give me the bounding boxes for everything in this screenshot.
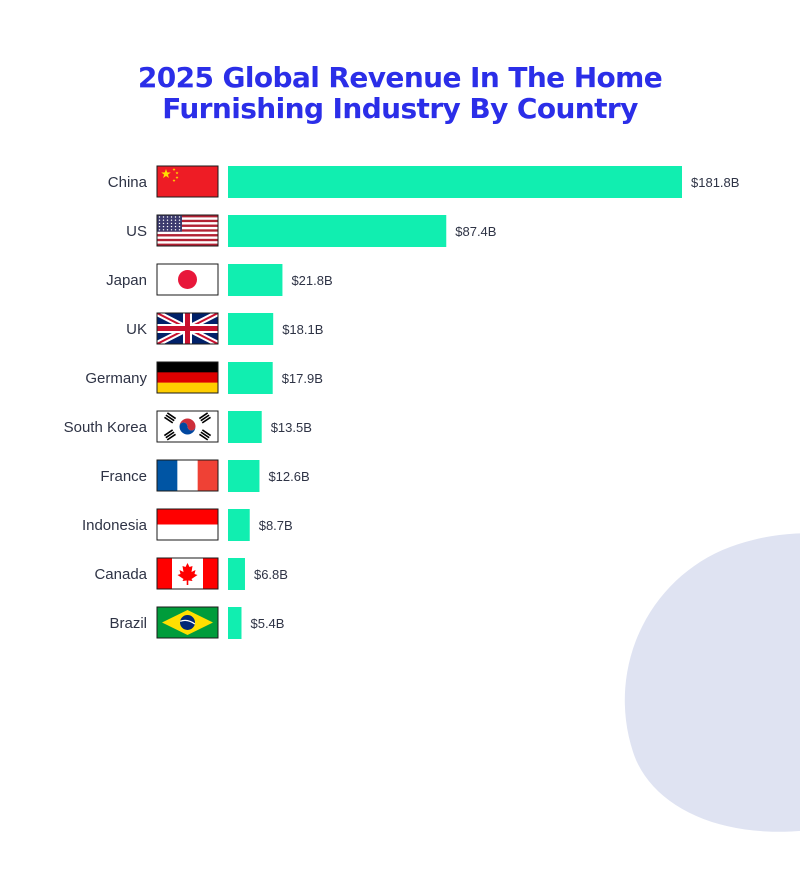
bar-germany <box>228 362 273 394</box>
value-label-canada: $6.8B <box>254 567 288 582</box>
germany-flag-icon <box>156 361 219 394</box>
category-label-south-korea: South Korea <box>64 419 148 436</box>
value-label-brazil: $5.4B <box>250 616 284 631</box>
value-label-japan: $21.8B <box>291 273 332 288</box>
category-label-brazil: Brazil <box>109 615 147 632</box>
bar-japan <box>228 264 283 296</box>
france-flag-icon <box>156 459 219 492</box>
value-label-indonesia: $8.7B <box>259 518 293 533</box>
japan-flag-icon <box>156 263 219 296</box>
chart-title-line-1: 2025 Global Revenue In The Home <box>137 61 663 94</box>
chart-title-line-2: Furnishing Industry By Country <box>162 92 638 125</box>
value-label-uk: $18.1B <box>282 322 323 337</box>
canada-flag-icon <box>156 557 219 590</box>
category-label-germany: Germany <box>85 370 147 387</box>
bar-canada <box>228 558 245 590</box>
bar-south-korea <box>228 411 262 443</box>
bar-brazil <box>228 607 242 639</box>
value-label-germany: $17.9B <box>282 371 323 386</box>
value-label-france: $12.6B <box>268 469 309 484</box>
bar-france <box>228 460 260 492</box>
brazil-flag-icon <box>156 606 219 639</box>
indonesia-flag-icon <box>156 508 219 541</box>
category-label-uk: UK <box>126 321 147 338</box>
category-label-france: France <box>100 468 147 485</box>
bar-uk <box>228 313 274 345</box>
category-label-us: US <box>126 223 147 240</box>
chart-title: 2025 Global Revenue In The Home Furnishi… <box>0 62 800 124</box>
category-label-japan: Japan <box>106 272 147 289</box>
category-label-china: China <box>108 174 148 191</box>
bar-china <box>228 166 682 198</box>
bar-indonesia <box>228 509 250 541</box>
category-label-indonesia: Indonesia <box>82 517 148 534</box>
value-label-us: $87.4B <box>455 224 496 239</box>
south-korea-flag-icon <box>156 410 219 443</box>
bar-chart: China $181.8B US $87.4B Japan $21.8B UK $18.1B G… <box>64 165 739 639</box>
value-label-south-korea: $13.5B <box>271 420 312 435</box>
bar-us <box>228 215 447 247</box>
category-label-canada: Canada <box>94 566 147 583</box>
china-flag-icon <box>156 165 219 198</box>
value-label-china: $181.8B <box>691 175 739 190</box>
uk-flag-icon <box>156 312 219 345</box>
us-flag-icon <box>156 214 219 247</box>
